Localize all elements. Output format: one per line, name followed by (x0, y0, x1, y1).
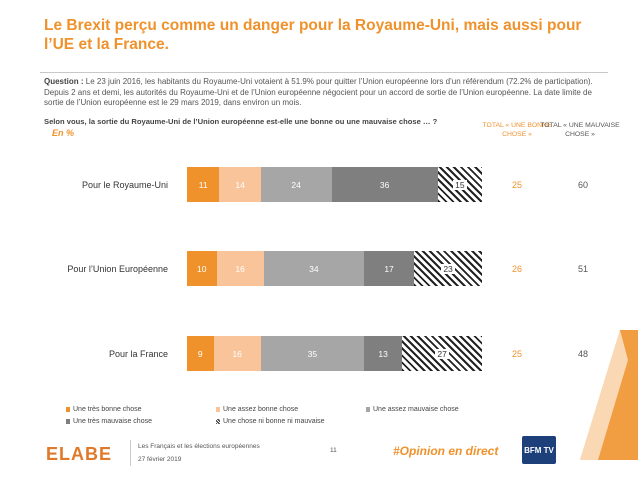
data-label: 15 (453, 179, 467, 190)
data-label: 27 (435, 348, 449, 359)
bar-segment: 35 (260, 336, 364, 371)
category-label: Pour le Royaume-Uni (81, 180, 168, 190)
total-good-value: 25 (511, 349, 522, 359)
legend-label: Une assez bonne chose (223, 406, 299, 413)
bar-row: 9 16 35 13 27 (187, 336, 482, 371)
data-label: 16 (235, 263, 245, 274)
bar-segment: 13 (363, 336, 403, 371)
page-title: Le Brexit perçu comme un danger pour la … (44, 17, 582, 53)
bfm-tv-logo: BFM TV (522, 436, 556, 464)
footer-study: Les Français et les élections européenne… (138, 443, 260, 450)
data-label: 10 (197, 263, 207, 274)
question-text: Le 23 juin 2016, les habitants du Royaum… (44, 77, 593, 107)
footer-divider (130, 440, 131, 466)
total-bad-value: 60 (577, 180, 588, 190)
bar-row: 11 14 24 36 15 (187, 167, 482, 202)
legend-item: Une très mauvaise chose (66, 418, 152, 425)
legend-label: Une assez mauvaise chose (373, 406, 459, 413)
question-label: Question : (44, 77, 84, 86)
elabe-logo: ELABE (46, 444, 113, 464)
bar-segment: 10 (187, 251, 217, 286)
data-label: 35 (307, 348, 318, 359)
legend-item: Une chose ni bonne ni mauvaise (216, 418, 325, 425)
legend-item: Une très bonne chose (66, 406, 142, 413)
survey-question: Selon vous, la sortie du Royaume-Uni de … (44, 117, 438, 126)
bar-segment: 17 (363, 251, 415, 286)
total-good-value: 26 (511, 264, 522, 274)
category-label: Pour la France (108, 349, 168, 359)
legend-swatch (216, 419, 220, 424)
unit-label: En % (52, 128, 75, 138)
bar-segment: 23 (414, 251, 482, 286)
legend-swatch (366, 407, 370, 412)
title-divider (40, 72, 608, 73)
bar-segment: 15 (437, 167, 482, 202)
bar-segment: 36 (331, 167, 438, 202)
column-header-good: TOTAL « UNE BONNE CHOSE » (482, 122, 552, 138)
bar-row: 10 16 34 17 23 (187, 251, 482, 286)
data-label: 24 (291, 179, 301, 190)
data-label: 17 (384, 263, 394, 274)
legend-swatch (66, 407, 70, 412)
data-label: 36 (379, 179, 390, 190)
data-label: 16 (232, 348, 242, 359)
data-label: 14 (235, 179, 245, 190)
footer-date: 27 février 2019 (138, 456, 182, 463)
bar-segment: 16 (213, 336, 261, 371)
legend-item: Une assez bonne chose (216, 406, 298, 413)
page-number: 11 (330, 447, 337, 454)
data-label: 23 (441, 263, 455, 274)
column-header-bad: TOTAL « UNE MAUVAISE CHOSE » (540, 122, 620, 138)
bar-segment: 34 (263, 251, 364, 286)
legend-label: Une très bonne chose (73, 406, 142, 413)
bar-segment: 11 (187, 167, 220, 202)
data-label: 13 (378, 348, 388, 359)
bar-segment: 24 (260, 167, 332, 202)
bar-segment: 27 (402, 336, 482, 371)
data-label: 9 (197, 348, 203, 359)
total-bad-value: 51 (577, 264, 588, 274)
bar-segment: 14 (219, 167, 261, 202)
legend-label: Une très mauvaise chose (73, 418, 152, 425)
data-label: 34 (309, 263, 319, 274)
total-bad-value: 48 (577, 349, 588, 359)
bar-segment: 16 (216, 251, 264, 286)
decorative-triangle-icon (580, 330, 638, 460)
data-label: 11 (198, 179, 208, 190)
legend-swatch (66, 419, 70, 424)
legend-item: Une assez mauvaise chose (366, 406, 459, 413)
category-label: Pour l’Union Européenne (67, 264, 168, 274)
hashtag: #Opinion en direct (393, 444, 499, 458)
legend-swatch (216, 407, 220, 412)
legend-label: Une chose ni bonne ni mauvaise (223, 418, 325, 425)
bar-segment: 9 (187, 336, 214, 371)
total-good-value: 25 (511, 180, 522, 190)
question-block: Question : Le 23 juin 2016, les habitant… (44, 77, 612, 109)
